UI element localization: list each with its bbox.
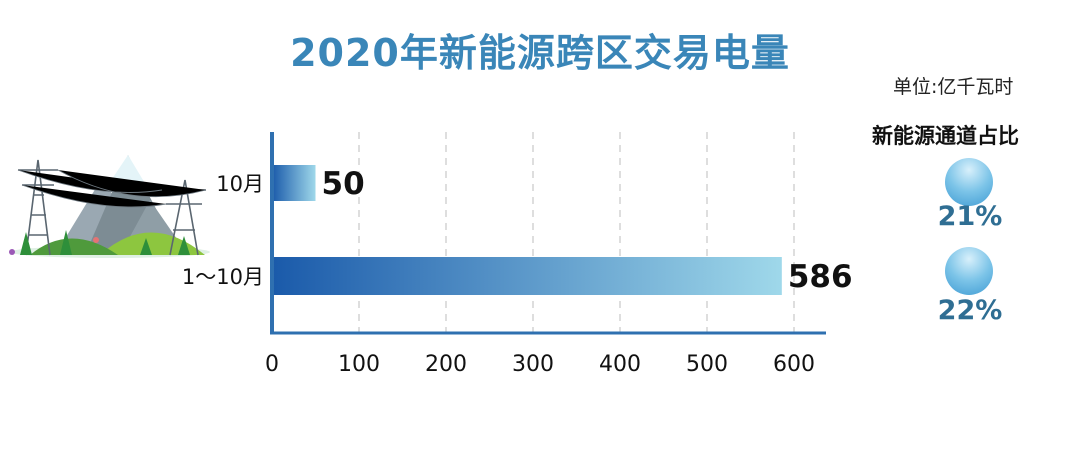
axes — [270, 132, 826, 335]
chart-title: 2020年新能源跨区交易电量 — [290, 31, 790, 75]
share-circle-2 — [945, 247, 993, 295]
x-tick-label-200: 200 — [425, 352, 467, 377]
bar-value-label-0: 50 — [322, 166, 365, 202]
x-tick-label-300: 300 — [512, 352, 554, 377]
bar-0 — [272, 165, 316, 201]
share-title: 新能源通道占比 — [872, 124, 1019, 148]
x-tick-label-500: 500 — [686, 352, 728, 377]
category-label-0: 10月 — [216, 172, 264, 196]
x-tick-label-0: 0 — [265, 352, 279, 377]
x-tick-label-600: 600 — [773, 352, 815, 377]
bar-value-label-1: 586 — [788, 259, 853, 295]
landscape-illustration — [9, 155, 210, 258]
share-percent-2: 22% — [937, 295, 1003, 326]
unit-label: 单位:亿千瓦时 — [893, 76, 1014, 98]
x-tick-label-100: 100 — [338, 352, 380, 377]
x-tick-label-400: 400 — [599, 352, 641, 377]
category-label-1: 1～10月 — [182, 265, 264, 289]
bars — [272, 165, 782, 295]
share-circle-1 — [945, 158, 993, 206]
labels: 0 100 200 300 400 500 600 50 10月 586 1～10月 — [182, 166, 853, 377]
bar-1 — [272, 257, 782, 295]
share-percent-1: 21% — [937, 201, 1003, 232]
grid-lines — [358, 132, 795, 333]
